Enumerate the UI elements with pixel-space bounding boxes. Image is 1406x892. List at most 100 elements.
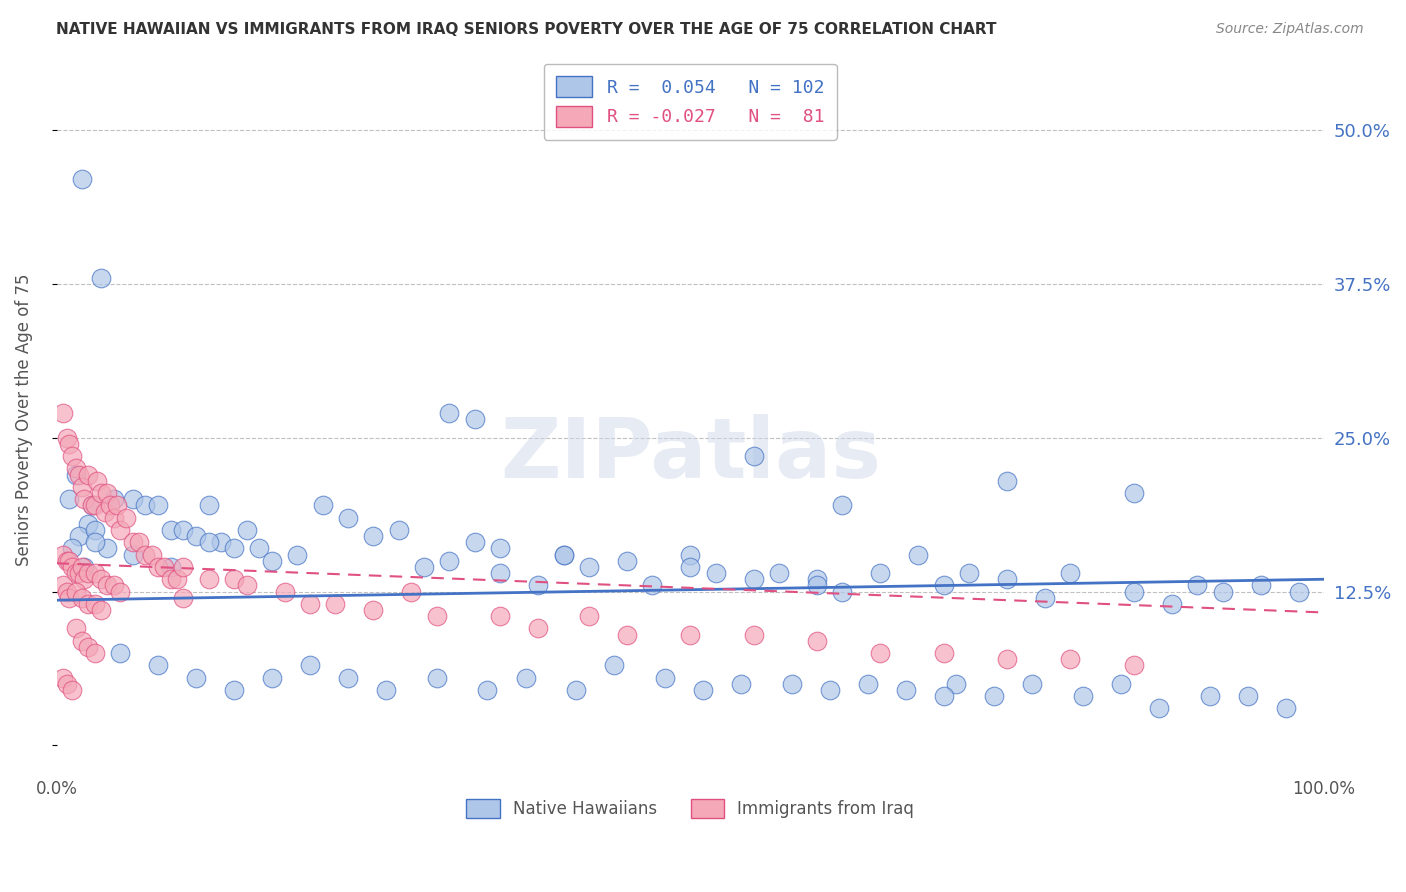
Point xyxy=(413,560,436,574)
Point xyxy=(98,499,121,513)
Point xyxy=(1059,566,1081,580)
Point xyxy=(260,671,283,685)
Point xyxy=(806,633,828,648)
Point xyxy=(489,566,512,580)
Point xyxy=(222,572,245,586)
Point xyxy=(222,541,245,556)
Point xyxy=(197,499,219,513)
Point xyxy=(299,597,322,611)
Point xyxy=(153,560,176,574)
Point xyxy=(70,560,93,574)
Point xyxy=(806,578,828,592)
Point xyxy=(616,554,638,568)
Point xyxy=(197,535,219,549)
Point xyxy=(464,535,486,549)
Point xyxy=(742,627,765,641)
Point xyxy=(426,609,449,624)
Point xyxy=(932,578,955,592)
Point xyxy=(67,529,90,543)
Point xyxy=(654,671,676,685)
Point xyxy=(489,541,512,556)
Point xyxy=(439,406,461,420)
Point xyxy=(995,572,1018,586)
Point xyxy=(77,597,100,611)
Point xyxy=(55,677,77,691)
Point xyxy=(65,566,87,580)
Point xyxy=(831,584,853,599)
Point xyxy=(65,467,87,482)
Point xyxy=(159,560,181,574)
Point xyxy=(742,449,765,463)
Point xyxy=(1122,658,1144,673)
Point xyxy=(869,566,891,580)
Point xyxy=(388,523,411,537)
Point xyxy=(489,609,512,624)
Point xyxy=(70,591,93,605)
Point xyxy=(159,572,181,586)
Point xyxy=(70,172,93,186)
Point xyxy=(222,683,245,698)
Point xyxy=(527,622,550,636)
Text: Source: ZipAtlas.com: Source: ZipAtlas.com xyxy=(1216,22,1364,37)
Point xyxy=(77,467,100,482)
Point xyxy=(121,492,143,507)
Point xyxy=(375,683,398,698)
Point xyxy=(1275,701,1298,715)
Point xyxy=(52,548,75,562)
Point xyxy=(159,523,181,537)
Point xyxy=(679,548,702,562)
Point xyxy=(108,646,131,660)
Point xyxy=(730,677,752,691)
Point xyxy=(679,627,702,641)
Point xyxy=(60,541,83,556)
Point xyxy=(77,640,100,654)
Point xyxy=(1059,652,1081,666)
Point xyxy=(58,437,80,451)
Text: ZIPatlas: ZIPatlas xyxy=(499,414,880,495)
Point xyxy=(55,554,77,568)
Point xyxy=(401,584,423,599)
Point xyxy=(247,541,270,556)
Y-axis label: Seniors Poverty Over the Age of 75: Seniors Poverty Over the Age of 75 xyxy=(15,273,32,566)
Point xyxy=(103,578,125,592)
Point xyxy=(65,461,87,475)
Point xyxy=(363,529,385,543)
Point xyxy=(1147,701,1170,715)
Point xyxy=(692,683,714,698)
Point xyxy=(184,671,207,685)
Point xyxy=(60,449,83,463)
Point xyxy=(287,548,309,562)
Point xyxy=(197,572,219,586)
Point xyxy=(616,627,638,641)
Point xyxy=(55,584,77,599)
Point xyxy=(90,270,112,285)
Point xyxy=(932,646,955,660)
Point xyxy=(312,499,335,513)
Point xyxy=(55,431,77,445)
Point xyxy=(1109,677,1132,691)
Point xyxy=(90,603,112,617)
Point xyxy=(1033,591,1056,605)
Point xyxy=(58,591,80,605)
Point xyxy=(172,560,194,574)
Point xyxy=(96,578,118,592)
Point xyxy=(274,584,297,599)
Point xyxy=(184,529,207,543)
Point xyxy=(83,535,105,549)
Point xyxy=(578,609,600,624)
Point xyxy=(856,677,879,691)
Point xyxy=(83,499,105,513)
Point xyxy=(52,406,75,420)
Point xyxy=(894,683,917,698)
Point xyxy=(82,499,104,513)
Point xyxy=(325,597,347,611)
Point xyxy=(1071,689,1094,703)
Point xyxy=(869,646,891,660)
Point xyxy=(957,566,980,580)
Point xyxy=(806,572,828,586)
Point xyxy=(108,523,131,537)
Point xyxy=(565,683,588,698)
Point xyxy=(82,499,104,513)
Point xyxy=(742,572,765,586)
Point xyxy=(103,510,125,524)
